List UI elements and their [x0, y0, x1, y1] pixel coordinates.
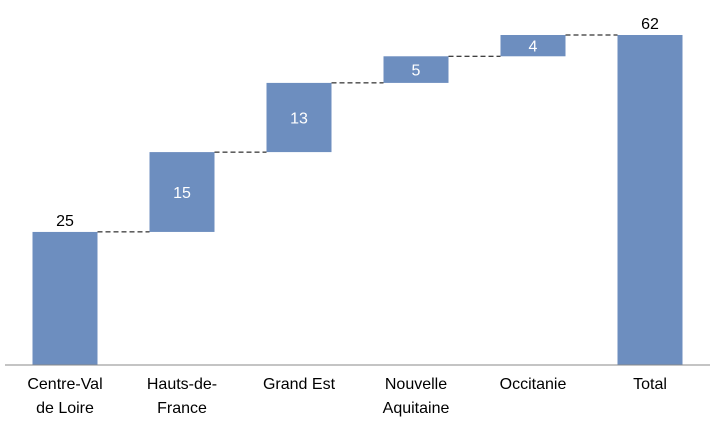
bar	[500, 35, 566, 57]
value-label: 15	[173, 185, 191, 202]
value-label: 5	[412, 63, 421, 80]
x-tick-label: Nouvelle Aquitaine	[382, 376, 450, 417]
x-tick-label: Centre-Val de Loire	[27, 376, 103, 417]
value-label: 4	[529, 39, 538, 56]
value-label: 25	[56, 213, 74, 230]
x-tick-label: Occitanie	[499, 376, 567, 393]
x-tick-label: Total	[633, 376, 667, 393]
value-label: 13	[290, 111, 308, 128]
x-tick-label: Grand Est	[262, 376, 336, 393]
bar	[266, 82, 332, 153]
bar	[149, 152, 215, 232]
bar	[383, 56, 449, 83]
bar	[32, 231, 98, 365]
x-tick-label: Hauts-de-France	[146, 376, 218, 417]
value-label: 62	[641, 16, 659, 33]
bar	[617, 35, 683, 365]
